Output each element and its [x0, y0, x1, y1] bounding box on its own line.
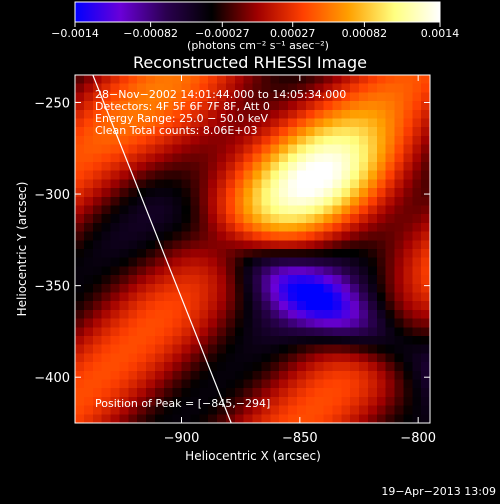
colorbar-tick-label: 0.00027 [270, 27, 316, 40]
y-axis-ticks: −400 −350 −300 −250 [34, 96, 430, 386]
heatmap-image [75, 75, 430, 423]
y-tick-label: −400 [34, 371, 70, 386]
colorbar-unit-label: (photons cm⁻² s⁻¹ asec⁻²) [187, 39, 329, 52]
x-tick-label: −900 [164, 431, 200, 446]
peak-position-text: Position of Peak = [−845,−294] [95, 397, 270, 410]
y-tick-label: −300 [34, 188, 70, 203]
plot-area: −900 −850 −800 −400 −350 −300 −250 [34, 74, 436, 446]
y-axis-label: Heliocentric Y (arcsec) [15, 182, 29, 317]
colorbar: −0.0014 −0.00082 −0.00027 0.00027 0.00082 0.0… [51, 1, 459, 52]
colorbar-gradient [74, 1, 441, 23]
x-tick-label: −800 [400, 431, 436, 446]
y-tick-label: −250 [34, 96, 70, 111]
colorbar-ticks: −0.0014 −0.00082 −0.00027 0.00027 0.00082 0.0… [51, 22, 459, 40]
time-range-text: 28−Nov−2002 14:01:44.000 to 14:05:34.000 [95, 88, 346, 101]
annotations: 28−Nov−2002 14:01:44.000 to 14:05:34.000… [95, 88, 346, 410]
colorbar-tick-label: −0.0014 [51, 27, 99, 40]
colorbar-tick-label: 0.00082 [342, 27, 388, 40]
colorbar-tick-label: −0.00027 [195, 27, 250, 40]
plot-frame [74, 74, 431, 424]
clean-counts-text: Clean Total counts: 8.06E+03 [95, 124, 258, 137]
solar-limb-line [92, 75, 232, 423]
x-axis-ticks: −900 −850 −800 [164, 75, 436, 446]
detectors-text: Detectors: 4F 5F 6F 7F 8F, Att 0 [95, 100, 270, 113]
footer-date: 19−Apr−2013 13:09 [381, 485, 496, 498]
y-tick-label: −350 [34, 280, 70, 295]
colorbar-tick-label: 0.0014 [421, 27, 460, 40]
x-axis-label: Heliocentric X (arcsec) [185, 449, 321, 463]
x-tick-label: −850 [282, 431, 318, 446]
energy-range-text: Energy Range: 25.0 − 50.0 keV [95, 112, 269, 125]
chart-title: Reconstructed RHESSI Image [133, 53, 367, 72]
colorbar-tick-label: −0.00082 [123, 27, 178, 40]
